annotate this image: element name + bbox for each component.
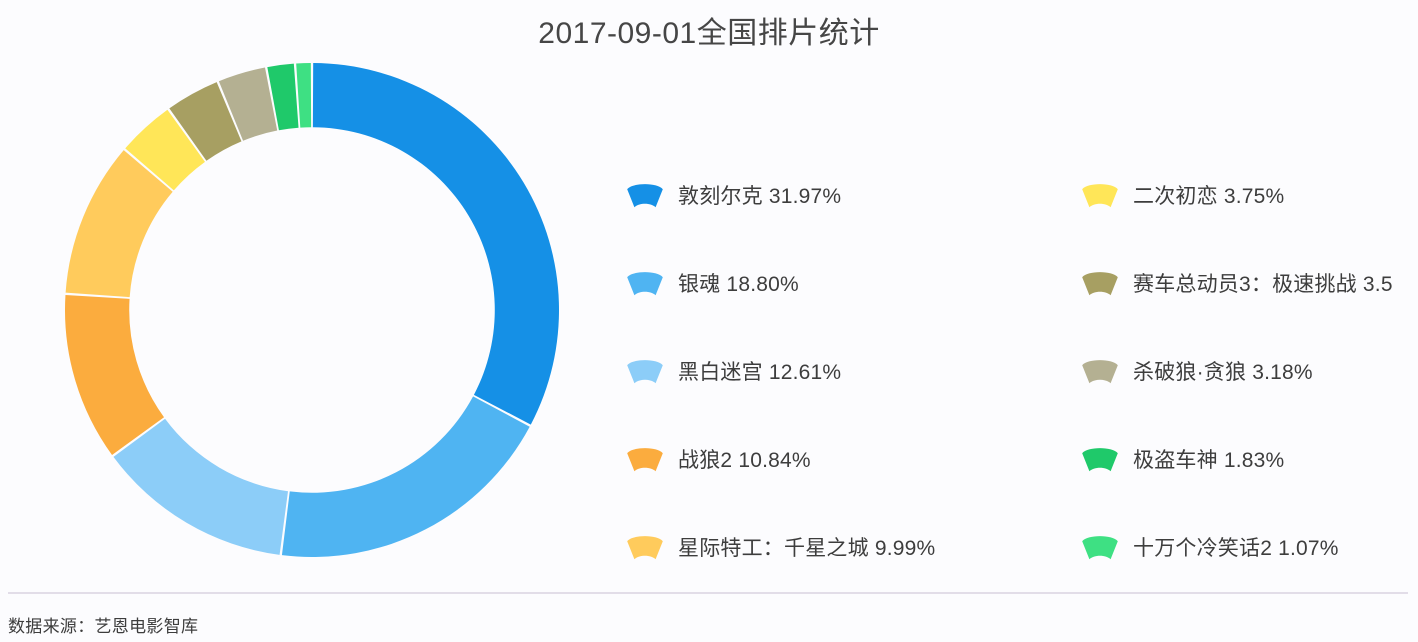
footer-divider	[8, 592, 1408, 594]
legend-item[interactable]: 黑白迷宫 12.61%	[626, 328, 1086, 416]
legend-item-label: 二次初恋 3.75%	[1133, 184, 1285, 208]
pie-wedge-icon	[1082, 448, 1118, 472]
legend-item-label: 杀破狼·贪狼 3.18%	[1133, 360, 1313, 384]
pie-wedge-icon	[627, 272, 663, 296]
donut-slice-group	[65, 63, 559, 557]
legend-item-label: 黑白迷宫 12.61%	[678, 360, 842, 384]
donut-slice[interactable]	[65, 294, 165, 455]
legend-item[interactable]: 星际特工：千星之城 9.99%	[626, 504, 1086, 592]
pie-wedge-icon	[1082, 184, 1118, 208]
donut-slice[interactable]	[113, 418, 289, 555]
pie-wedge-icon	[1082, 272, 1118, 296]
donut-chart-svg	[65, 63, 559, 557]
pie-wedge-icon	[627, 184, 663, 208]
legend-column-left: 敦刻尔克 31.97% 银魂 18.80% 黑白迷宫 12.61% 战狼2 10.84…	[626, 152, 1086, 592]
legend-item[interactable]: 敦刻尔克 31.97%	[626, 152, 1086, 240]
legend-item-label: 赛车总动员3：极速挑战 3.5	[1133, 272, 1393, 296]
legend-item-label: 银魂 18.80%	[678, 272, 799, 296]
data-source-note: 数据来源：艺恩电影智库	[8, 617, 199, 636]
donut-slice[interactable]	[267, 63, 299, 131]
donut-slice[interactable]	[281, 396, 530, 557]
legend-column-right: 二次初恋 3.75% 赛车总动员3：极速挑战 3.5 杀破狼·贪狼 3.18% 极盗车…	[1081, 152, 1418, 592]
legend-item-label: 星际特工：千星之城 9.99%	[678, 536, 936, 560]
pie-wedge-icon	[627, 360, 663, 384]
page-title: 2017-09-01全国排片统计	[538, 17, 880, 50]
donut-slice[interactable]	[218, 67, 278, 141]
pie-wedge-icon	[1082, 536, 1118, 560]
legend-item[interactable]: 战狼2 10.84%	[626, 416, 1086, 504]
donut-slice[interactable]	[65, 150, 173, 298]
legend-item-label: 十万个冷笑话2 1.07%	[1133, 536, 1339, 560]
legend-item[interactable]: 银魂 18.80%	[626, 240, 1086, 328]
pie-wedge-icon	[627, 536, 663, 560]
legend-item[interactable]: 极盗车神 1.83%	[1081, 416, 1418, 504]
donut-slice[interactable]	[125, 109, 205, 191]
legend-item[interactable]: 赛车总动员3：极速挑战 3.5	[1081, 240, 1418, 328]
legend-item[interactable]: 二次初恋 3.75%	[1081, 152, 1418, 240]
legend-item[interactable]: 杀破狼·贪狼 3.18%	[1081, 328, 1418, 416]
legend-item-label: 战狼2 10.84%	[678, 448, 811, 472]
legend-item[interactable]: 十万个冷笑话2 1.07%	[1081, 504, 1418, 592]
pie-wedge-icon	[627, 448, 663, 472]
donut-slice[interactable]	[169, 82, 242, 161]
legend-item-label: 极盗车神 1.83%	[1133, 448, 1285, 472]
legend-item-label: 敦刻尔克 31.97%	[678, 184, 842, 208]
chart-legend: 敦刻尔克 31.97% 银魂 18.80% 黑白迷宫 12.61% 战狼2 10.84…	[626, 152, 1418, 572]
donut-chart[interactable]	[62, 60, 562, 560]
pie-wedge-icon	[1082, 360, 1118, 384]
donut-slice[interactable]	[296, 63, 312, 128]
donut-slice[interactable]	[312, 63, 559, 425]
